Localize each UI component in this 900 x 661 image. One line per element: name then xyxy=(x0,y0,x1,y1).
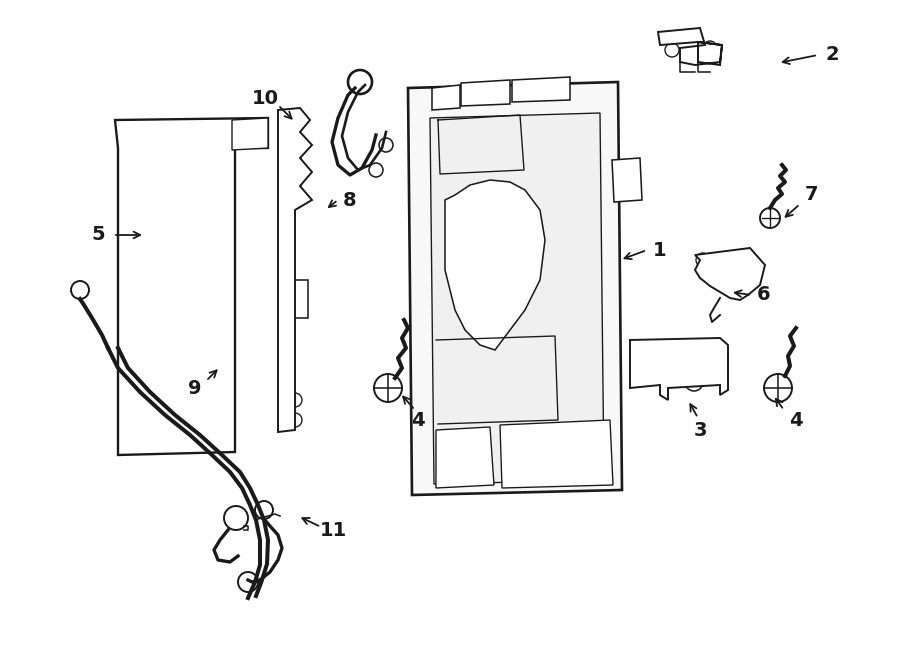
Circle shape xyxy=(720,267,736,283)
Circle shape xyxy=(71,281,89,299)
Text: 7: 7 xyxy=(806,186,819,204)
Ellipse shape xyxy=(494,255,516,275)
Circle shape xyxy=(417,415,427,425)
Polygon shape xyxy=(408,82,622,495)
Bar xyxy=(440,342,500,397)
Circle shape xyxy=(665,43,679,57)
Circle shape xyxy=(607,450,617,460)
Circle shape xyxy=(607,160,617,170)
Circle shape xyxy=(417,365,427,375)
Circle shape xyxy=(760,208,780,228)
Circle shape xyxy=(609,478,619,488)
Circle shape xyxy=(450,478,460,488)
Circle shape xyxy=(288,111,302,125)
Polygon shape xyxy=(430,113,604,484)
Circle shape xyxy=(607,255,617,265)
Circle shape xyxy=(435,90,445,100)
Text: 1: 1 xyxy=(653,241,667,260)
Bar xyxy=(280,280,308,318)
Text: 4: 4 xyxy=(789,410,803,430)
Circle shape xyxy=(607,405,617,415)
Circle shape xyxy=(520,478,530,488)
Ellipse shape xyxy=(498,440,543,470)
Circle shape xyxy=(255,501,273,519)
Circle shape xyxy=(379,138,393,152)
Circle shape xyxy=(238,572,258,592)
Circle shape xyxy=(488,290,508,310)
Circle shape xyxy=(490,90,500,100)
Circle shape xyxy=(159,224,171,236)
Circle shape xyxy=(741,250,755,264)
Polygon shape xyxy=(658,28,722,65)
Circle shape xyxy=(288,155,302,169)
Text: 4: 4 xyxy=(411,410,425,430)
Circle shape xyxy=(484,169,496,181)
Polygon shape xyxy=(436,427,494,488)
Circle shape xyxy=(607,205,617,215)
Circle shape xyxy=(607,305,617,315)
Circle shape xyxy=(348,70,372,94)
Text: 3: 3 xyxy=(693,420,706,440)
Circle shape xyxy=(417,215,427,225)
Circle shape xyxy=(417,265,427,275)
Circle shape xyxy=(224,506,248,530)
Polygon shape xyxy=(432,85,460,110)
Circle shape xyxy=(159,169,171,181)
Ellipse shape xyxy=(473,211,503,239)
Circle shape xyxy=(585,478,595,488)
Ellipse shape xyxy=(142,396,208,434)
Circle shape xyxy=(764,374,792,402)
Circle shape xyxy=(288,175,302,189)
Circle shape xyxy=(465,90,475,100)
Circle shape xyxy=(543,90,553,100)
Circle shape xyxy=(425,478,435,488)
Circle shape xyxy=(569,90,579,100)
Circle shape xyxy=(607,475,617,485)
Circle shape xyxy=(374,374,402,402)
Text: 6: 6 xyxy=(757,286,770,305)
Circle shape xyxy=(636,356,654,374)
Polygon shape xyxy=(445,180,545,350)
Text: 11: 11 xyxy=(320,520,346,539)
Circle shape xyxy=(703,41,717,55)
Ellipse shape xyxy=(713,262,743,288)
Polygon shape xyxy=(115,118,268,455)
Text: 9: 9 xyxy=(188,379,202,397)
Circle shape xyxy=(485,478,495,488)
Circle shape xyxy=(607,115,617,125)
Circle shape xyxy=(685,373,703,391)
Text: 5: 5 xyxy=(91,225,104,245)
Circle shape xyxy=(478,163,502,187)
Circle shape xyxy=(417,170,427,180)
Circle shape xyxy=(548,438,572,462)
Polygon shape xyxy=(695,248,765,300)
Polygon shape xyxy=(630,338,728,400)
Circle shape xyxy=(288,413,302,427)
Circle shape xyxy=(159,279,171,291)
Circle shape xyxy=(607,355,617,365)
Circle shape xyxy=(369,163,383,177)
Circle shape xyxy=(288,135,302,149)
Circle shape xyxy=(417,455,427,465)
Circle shape xyxy=(517,90,527,100)
Polygon shape xyxy=(278,108,312,432)
Polygon shape xyxy=(500,420,613,488)
Circle shape xyxy=(417,125,427,135)
Ellipse shape xyxy=(463,155,518,195)
Circle shape xyxy=(288,393,302,407)
Polygon shape xyxy=(512,77,570,102)
Circle shape xyxy=(288,195,302,209)
Circle shape xyxy=(593,90,603,100)
Polygon shape xyxy=(461,80,510,106)
Polygon shape xyxy=(232,118,268,150)
Circle shape xyxy=(550,478,560,488)
Text: 8: 8 xyxy=(343,190,356,210)
Circle shape xyxy=(701,353,719,371)
Polygon shape xyxy=(612,158,642,202)
Circle shape xyxy=(696,253,710,267)
Circle shape xyxy=(417,315,427,325)
Text: 2: 2 xyxy=(825,46,839,65)
Text: 10: 10 xyxy=(251,89,278,108)
